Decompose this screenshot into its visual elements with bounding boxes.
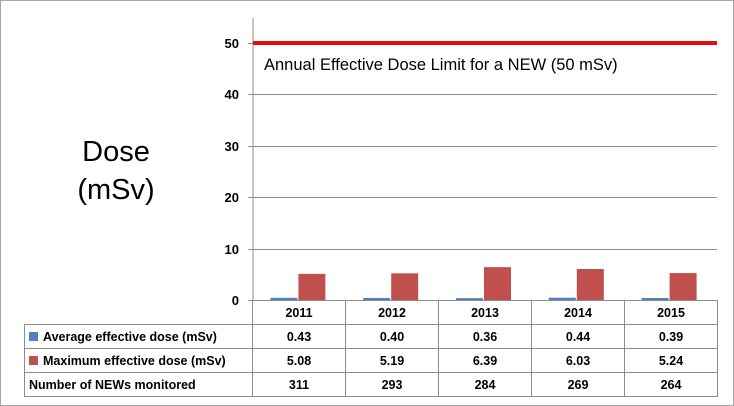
bar-maximum — [298, 273, 326, 300]
table-year-cell: 2015 — [624, 300, 718, 325]
bar-average — [363, 297, 391, 300]
bar-maximum — [391, 273, 419, 300]
average-legend-key — [29, 331, 38, 341]
y-tick-label: 10 — [225, 242, 239, 257]
table-year-cell: 2011 — [252, 300, 346, 325]
dose-limit-label: Annual Effective Dose Limit for a NEW (5… — [264, 56, 618, 74]
y-tick-label: 40 — [225, 87, 239, 102]
table-cell: 5.19 — [345, 348, 439, 373]
table-row-news: Number of NEWs monitored 311 293 284 269… — [24, 372, 718, 397]
legend-maximum-label: Maximum effective dose (mSv) — [43, 353, 226, 368]
y-axis-label-line1: Dose — [82, 136, 150, 168]
table-cell: 0.43 — [252, 324, 346, 349]
table-cell: 0.40 — [345, 324, 439, 349]
legend-average-label: Average effective dose (mSv) — [43, 329, 217, 344]
table-cell: 269 — [531, 372, 625, 397]
table-cell: 6.39 — [438, 348, 532, 373]
y-tick-label: 20 — [225, 190, 239, 205]
table-cell: 293 — [345, 372, 439, 397]
legend-average: Average effective dose (mSv) — [24, 324, 253, 349]
table-row-maximum: Maximum effective dose (mSv) 5.08 5.19 6… — [24, 348, 718, 373]
bar-average — [270, 297, 298, 300]
bar-average — [641, 297, 669, 300]
table-cell: 0.39 — [624, 324, 718, 349]
table-row-average: Average effective dose (mSv) 0.43 0.40 0… — [24, 324, 718, 349]
bar-maximum — [576, 269, 604, 300]
bar-maximum — [669, 273, 697, 300]
table-cell: 311 — [252, 372, 346, 397]
maximum-legend-key — [29, 355, 38, 365]
legend-maximum: Maximum effective dose (mSv) — [24, 348, 253, 373]
table-year-cell: 2013 — [438, 300, 532, 325]
table-cell: 0.36 — [438, 324, 532, 349]
table-cell: 5.24 — [624, 348, 718, 373]
table-cell: 6.03 — [531, 348, 625, 373]
news-row-label: Number of NEWs monitored — [24, 372, 253, 397]
y-axis-label: Dose (mSv) — [61, 133, 171, 209]
table-header-row: 2011 2012 2013 2014 2015 — [24, 300, 718, 325]
bar-average — [548, 297, 576, 300]
table-cell: 264 — [624, 372, 718, 397]
y-tick-label: 30 — [225, 139, 239, 154]
table-cell: 284 — [438, 372, 532, 397]
table-year-cell: 2014 — [531, 300, 625, 325]
data-table: 2011 2012 2013 2014 2015 Average effecti… — [24, 300, 718, 397]
table-cell: 5.08 — [252, 348, 346, 373]
table-corner-cell — [24, 300, 253, 325]
table-year-cell: 2012 — [345, 300, 439, 325]
bar-average — [456, 298, 483, 300]
bar-maximum — [484, 267, 511, 300]
y-tick-label: 50 — [225, 36, 239, 51]
table-cell: 0.44 — [531, 324, 625, 349]
y-axis-label-line2: (mSv) — [77, 174, 155, 206]
